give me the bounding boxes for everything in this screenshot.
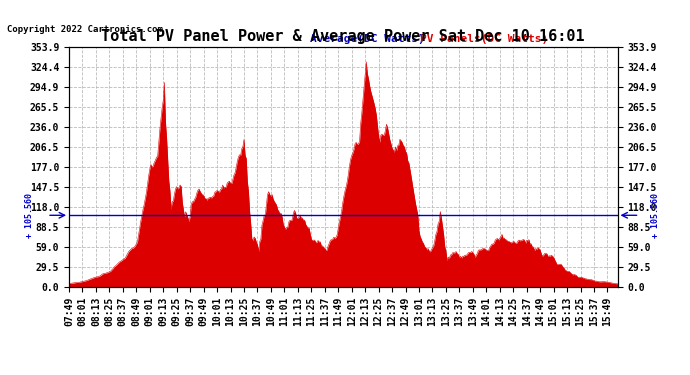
- Text: + 105.560: + 105.560: [651, 193, 660, 238]
- Text: Copyright 2022 Cartronics.com: Copyright 2022 Cartronics.com: [7, 25, 163, 34]
- Text: PV Panels(DC Watts): PV Panels(DC Watts): [420, 34, 549, 44]
- Text: + 105.560: + 105.560: [25, 193, 34, 238]
- Title: Total PV Panel Power & Average Power Sat Dec 10 16:01: Total PV Panel Power & Average Power Sat…: [101, 29, 585, 44]
- Text: Average(DC Watts): Average(DC Watts): [310, 34, 425, 44]
